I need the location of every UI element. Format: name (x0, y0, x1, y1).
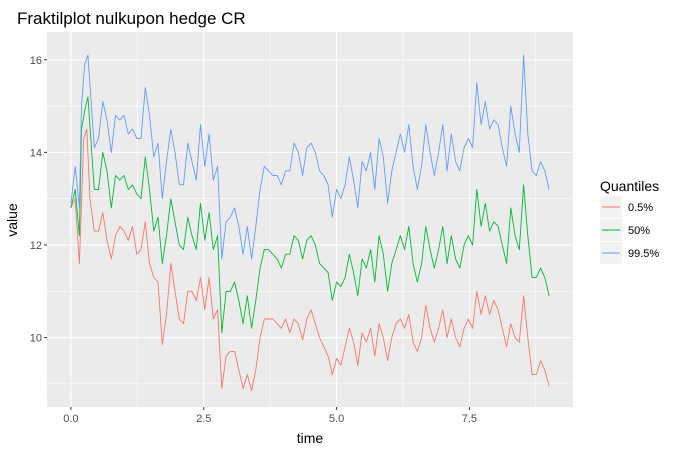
series-line-50% (70, 96, 550, 334)
series-line-0.5% (70, 128, 550, 392)
y-tick-label: 12 (30, 240, 42, 252)
grid-lines (47, 32, 573, 407)
x-tick-label: 2.5 (196, 413, 211, 425)
x-axis: 0.0 2.5 5.0 7.5 (63, 407, 477, 425)
x-tick-label: 7.5 (462, 413, 477, 425)
legend: Quantiles 0.5% 50% 99.5% (600, 178, 659, 264)
legend-label: 0.5% (628, 202, 653, 214)
y-tick-label: 16 (30, 55, 42, 67)
x-tick-label: 5.0 (329, 413, 344, 425)
legend-label: 99.5% (628, 248, 659, 260)
y-tick-label: 10 (30, 333, 42, 345)
legend-label: 50% (628, 225, 650, 237)
x-axis-title: time (297, 430, 324, 446)
plot-panel (47, 32, 573, 407)
legend-title: Quantiles (600, 178, 659, 194)
y-axis: 10 12 14 16 (30, 55, 47, 345)
series-lines (70, 54, 550, 392)
chart-title: Fraktilplot nulkupon hedge CR (17, 9, 246, 28)
y-tick-label: 14 (30, 147, 42, 159)
x-tick-label: 0.0 (63, 413, 78, 425)
series-line-99.5% (70, 54, 550, 260)
y-axis-title: value (4, 203, 20, 237)
